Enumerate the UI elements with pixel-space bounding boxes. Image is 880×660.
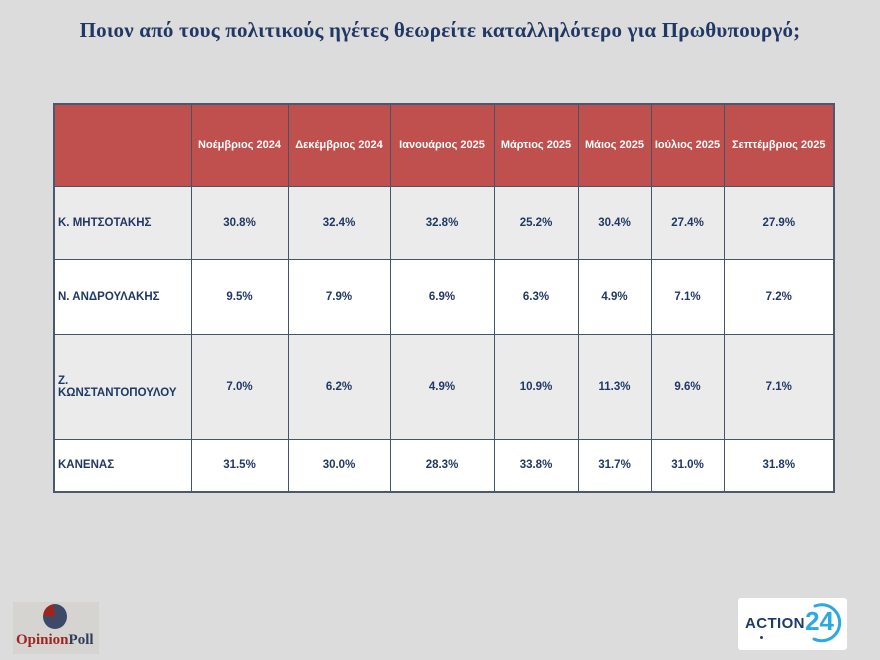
cell-value: 9.6% <box>650 333 725 440</box>
action24-text-24: 24 <box>805 606 834 636</box>
opinionpoll-text-opinion: Opinion <box>16 632 69 648</box>
cell-value: 31.8% <box>723 438 835 493</box>
cell-value: 32.8% <box>389 185 495 260</box>
action24-text-action: ACTION <box>745 615 805 632</box>
row-label: Κ. ΜΗΤΣΟΤΑΚΗΣ <box>53 185 192 260</box>
cell-value: 4.9% <box>389 333 495 440</box>
cell-value: 30.8% <box>190 185 289 260</box>
cell-value: 33.8% <box>493 438 579 493</box>
page-title: Ποιον από τους πολιτικούς ηγέτες θεωρείτ… <box>79 18 801 42</box>
column-header: Μάιος 2025 <box>577 103 652 187</box>
cell-value: 7.2% <box>723 258 835 335</box>
cell-value: 4.9% <box>577 258 652 335</box>
row-label: Ζ. ΚΩΝΣΤΑΝΤΟΠΟΥΛΟΥ <box>53 333 192 440</box>
cell-value: 27.4% <box>650 185 725 260</box>
cell-value: 32.4% <box>287 185 391 260</box>
opinionpoll-logo: OpinionPoll <box>13 602 99 654</box>
cell-value: 7.1% <box>723 333 835 440</box>
cell-value: 27.9% <box>723 185 835 260</box>
cell-value: 11.3% <box>577 333 652 440</box>
cell-value: 9.5% <box>190 258 289 335</box>
cell-value: 10.9% <box>493 333 579 440</box>
opinionpoll-text-poll: Poll <box>68 632 94 648</box>
opinionpoll-wordmark: OpinionPoll <box>16 632 94 649</box>
row-label: Ν. ΑΝΔΡΟΥΛΑΚΗΣ <box>53 258 192 335</box>
cell-value: 31.7% <box>577 438 652 493</box>
table-row: Ν. ΑΝΔΡΟΥΛΑΚΗΣ 9.5% 7.9% 6.9% 6.3% 4.9% … <box>53 258 835 335</box>
table-header-row: Νοέμβριος 2024 Δεκέμβριος 2024 Ιανουάριο… <box>53 103 835 187</box>
circle-arc-icon <box>812 603 842 643</box>
row-label: ΚΑΝΕΝΑΣ <box>53 438 192 493</box>
column-header: Μάρτιος 2025 <box>493 103 579 187</box>
cell-value: 6.3% <box>493 258 579 335</box>
cell-value: 30.0% <box>287 438 391 493</box>
cell-value: 7.9% <box>287 258 391 335</box>
cell-value: 7.0% <box>190 333 289 440</box>
pie-chart-icon <box>43 604 67 629</box>
cell-value: 6.2% <box>287 333 391 440</box>
table-row: Ζ. ΚΩΝΣΤΑΝΤΟΠΟΥΛΟΥ 7.0% 6.2% 4.9% 10.9% … <box>53 333 835 440</box>
table-row: Κ. ΜΗΤΣΟΤΑΚΗΣ 30.8% 32.4% 32.8% 25.2% 30… <box>53 185 835 260</box>
logo-dot <box>760 636 763 639</box>
cell-value: 6.9% <box>389 258 495 335</box>
corner-cell <box>53 103 192 187</box>
cell-value: 31.5% <box>190 438 289 493</box>
cell-value: 30.4% <box>577 185 652 260</box>
cell-value: 28.3% <box>389 438 495 493</box>
action24-logo: ACTION 24 <box>738 598 847 650</box>
column-header: Σεπτέμβριος 2025 <box>723 103 835 187</box>
column-header: Ιούλιος 2025 <box>650 103 725 187</box>
table-row: ΚΑΝΕΝΑΣ 31.5% 30.0% 28.3% 33.8% 31.7% 31… <box>53 438 835 493</box>
poll-table: Νοέμβριος 2024 Δεκέμβριος 2024 Ιανουάριο… <box>53 103 835 493</box>
column-header: Δεκέμβριος 2024 <box>287 103 391 187</box>
cell-value: 25.2% <box>493 185 579 260</box>
column-header: Νοέμβριος 2024 <box>190 103 289 187</box>
cell-value: 7.1% <box>650 258 725 335</box>
column-header: Ιανουάριος 2025 <box>389 103 495 187</box>
cell-value: 31.0% <box>650 438 725 493</box>
